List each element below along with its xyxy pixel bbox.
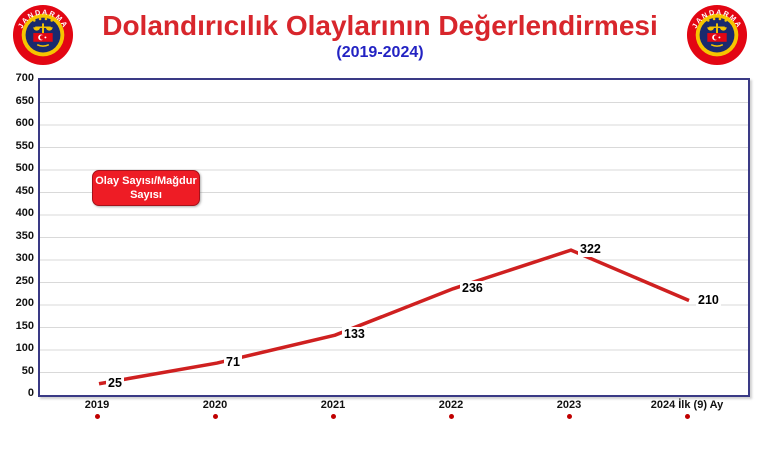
y-axis-label-650: 650 <box>15 94 34 107</box>
y-axis-label-550: 550 <box>15 139 34 152</box>
x-axis-label-1: 2019 <box>84 399 110 411</box>
scales-of-justice-icon <box>707 23 727 39</box>
y-axis-label-700: 700 <box>15 72 34 84</box>
y-axis-label-450: 450 <box>15 184 34 197</box>
series-line <box>98 248 690 386</box>
y-axis-label-200: 200 <box>15 297 34 309</box>
scales-of-justice-icon <box>33 23 53 39</box>
y-axis-label-400: 400 <box>15 207 34 219</box>
data-label-2024 İlk (9) Ay: 210 <box>696 292 721 308</box>
y-axis-label-50: 50 <box>21 364 34 377</box>
legend-line1: Olay Sayısı/Mağdur <box>95 175 197 187</box>
star-row-icon <box>33 17 53 22</box>
y-axis-label-500: 500 <box>15 162 34 174</box>
legend-box: Olay Sayısı/Mağdur Sayısı <box>92 170 200 206</box>
line-chart <box>40 102 748 386</box>
y-axis-label-300: 300 <box>15 252 34 264</box>
laurel-icon <box>36 44 50 47</box>
y-axis-label-250: 250 <box>15 274 34 287</box>
y-axis-label-350: 350 <box>15 229 34 242</box>
category-marker-dot <box>448 414 454 419</box>
x-axis-label-4: 2022 <box>438 399 464 411</box>
page-title: Dolandırıcılık Olaylarının Değerlendirme… <box>102 10 658 41</box>
category-marker-dot <box>212 414 218 419</box>
y-axis-label-100: 100 <box>15 342 34 354</box>
turkish-flag-icon <box>33 33 53 42</box>
legend-line2: Sayısı <box>130 189 162 201</box>
y-axis-label-150: 150 <box>15 319 34 332</box>
laurel-icon <box>710 44 724 47</box>
category-marker-dot <box>684 414 690 419</box>
star-row-icon <box>707 17 727 22</box>
jandarma-emblem-left: JANDARMA <box>12 4 74 66</box>
x-axis-label-6: 2024 İlk (9) Ay <box>650 399 724 411</box>
data-label-2022: 236 <box>460 280 485 296</box>
category-marker-dot <box>94 414 100 419</box>
category-marker-dot <box>330 414 336 419</box>
x-axis-label-3: 2021 <box>320 399 346 411</box>
jandarma-emblem-right: JANDARMA <box>686 4 748 66</box>
data-label-2020: 71 <box>224 355 242 371</box>
category-marker-dot <box>566 414 572 419</box>
turkish-flag-icon <box>707 33 727 42</box>
x-axis-label-2: 2020 <box>202 399 228 411</box>
data-label-2023: 322 <box>578 242 603 258</box>
page-subtitle: (2019-2024) <box>336 44 424 61</box>
x-axis-label-5: 2023 <box>556 399 582 411</box>
data-label-2021: 133 <box>342 327 367 343</box>
y-axis-label-0: 0 <box>27 387 34 399</box>
plot-area: 25 71 133 236 322 210 Olay Sayısı/Mağdur Sayı… <box>38 78 750 397</box>
y-axis-label-600: 600 <box>15 117 34 129</box>
data-label-2019: 25 <box>106 375 124 391</box>
